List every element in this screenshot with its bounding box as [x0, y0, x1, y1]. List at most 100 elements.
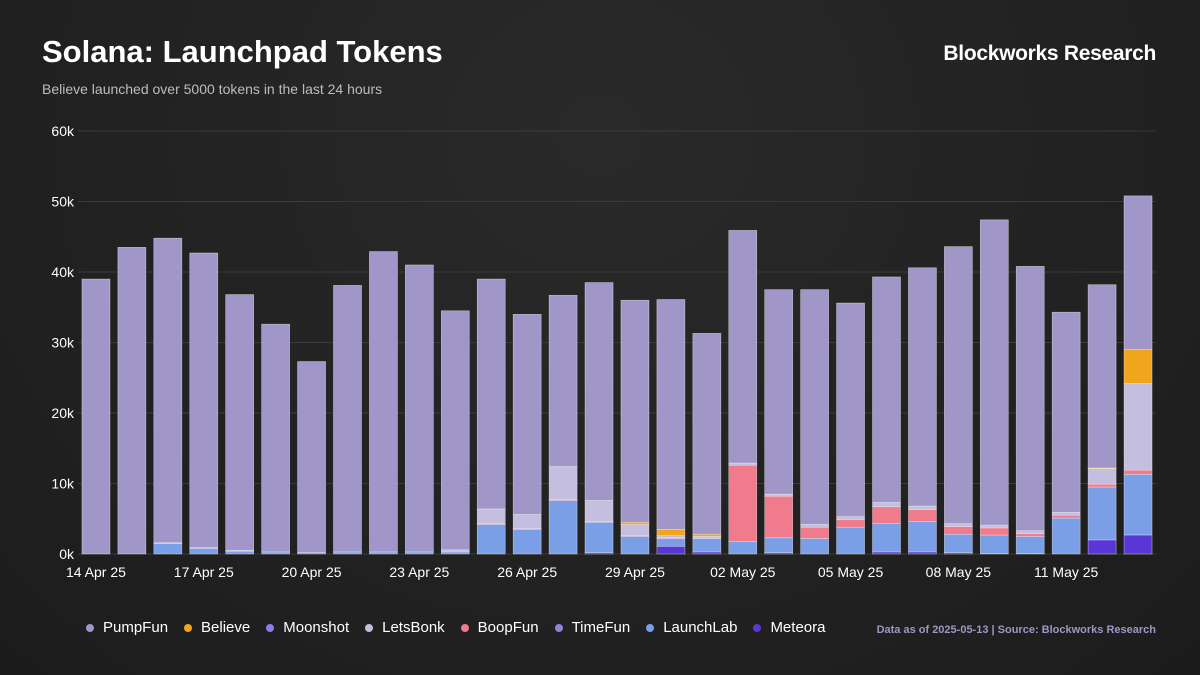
bar-segment-letsbonk	[1123, 383, 1153, 471]
bar-segment-letsbonk	[1015, 530, 1045, 534]
bar-segment-pumpfun	[189, 252, 219, 548]
bar-segment-letsbonk	[692, 536, 722, 539]
x-tick-label: 08 May 25	[926, 564, 992, 580]
bar-segment-launchlab	[800, 538, 829, 555]
bar-segment-pumpfun	[225, 294, 255, 551]
bar-segment-pumpfun	[1051, 311, 1081, 513]
legend-dot-icon	[646, 623, 655, 632]
y-tick-label: 0k	[59, 546, 75, 562]
legend-dot-icon	[753, 623, 762, 632]
bar-segment-believe	[620, 521, 650, 525]
bar-segment-pumpfun	[512, 313, 542, 515]
bar-segment-launchlab	[620, 536, 650, 555]
bar-segment-letsbonk	[979, 524, 1009, 529]
legend-item-letsbonk[interactable]: LetsBonk	[365, 619, 445, 636]
bar-segment-letsbonk	[656, 535, 686, 539]
bar-segment-letsbonk	[476, 508, 506, 524]
y-tick-label: 50k	[51, 194, 75, 210]
bar-segment-letsbonk	[620, 524, 650, 536]
bar-segment-pumpfun	[297, 361, 326, 553]
bar-segment-launchlab	[333, 551, 362, 555]
bar-segment-meteora	[908, 551, 937, 555]
legend-item-timefun[interactable]: TimeFun	[554, 619, 631, 636]
bar-segment-pumpfun	[800, 289, 829, 525]
bar-segment-pumpfun	[656, 299, 686, 530]
bar-segment-pumpfun	[836, 302, 865, 517]
bar-segment-launchlab	[872, 523, 901, 553]
bar-segment-launchlab	[476, 524, 506, 555]
legend-label: Meteora	[770, 619, 826, 636]
bar-segment-launchlab	[548, 500, 578, 555]
legend-item-boopfun[interactable]: BoopFun	[460, 619, 539, 636]
bar-segment-pumpfun	[153, 237, 183, 544]
legend-item-moonshot[interactable]: Moonshot	[266, 619, 349, 636]
chart-subtitle: Believe launched over 5000 tokens in the…	[42, 81, 383, 97]
x-tick-label: 11 May 25	[1034, 564, 1099, 580]
bar-segment-letsbonk	[512, 514, 542, 529]
bar-segment-pumpfun	[764, 289, 794, 495]
bar-segment-pumpfun	[944, 246, 973, 524]
bar-segment-boopfun	[944, 526, 973, 535]
bar-segment-pumpfun	[405, 264, 434, 553]
bar-segment-pumpfun	[584, 282, 614, 501]
x-tick-label: 29 Apr 25	[605, 564, 665, 580]
bar-segment-pumpfun	[620, 299, 650, 523]
bar-segment-launchlab	[1123, 474, 1153, 536]
source-note: Data as of 2025-05-13 | Source: Blockwor…	[876, 624, 1156, 636]
bar-segment-boopfun	[800, 526, 829, 539]
bar-segment-launchlab	[728, 541, 758, 555]
bar-segment-launchlab	[836, 526, 865, 555]
legend-dot-icon	[460, 623, 469, 632]
bar-segment-pumpfun	[1015, 266, 1045, 532]
bar-segment-launchlab	[692, 538, 722, 553]
legend-item-launchlab[interactable]: LaunchLab	[646, 619, 737, 636]
bar-segment-pumpfun	[1123, 195, 1153, 350]
legend-dot-icon	[266, 623, 275, 632]
legend-dot-icon	[365, 623, 374, 632]
bar-segment-boopfun	[908, 509, 937, 522]
bar-segment-pumpfun	[908, 267, 937, 507]
legend-dot-icon	[184, 623, 193, 632]
brand-logo-text: Blockworks Research	[943, 42, 1156, 65]
bar-segment-launchlab	[944, 533, 973, 553]
y-tick-label: 40k	[51, 264, 75, 280]
bar-segment-letsbonk	[1051, 512, 1081, 516]
bar-segment-boopfun	[979, 527, 1009, 536]
legend-dot-icon	[86, 623, 94, 632]
x-tick-label: 14 Apr 25	[66, 564, 126, 580]
x-tick-label: 17 Apr 25	[174, 564, 234, 580]
legend-label: PumpFun	[103, 619, 169, 636]
bar-segment-letsbonk	[944, 523, 973, 527]
bar-segment-letsbonk	[728, 462, 758, 466]
bar-segment-believe	[1123, 349, 1153, 384]
legend-label: LetsBonk	[382, 619, 445, 636]
bar-segment-letsbonk	[764, 493, 794, 497]
x-tick-label: 20 Apr 25	[282, 564, 342, 580]
legend-item-pumpfun[interactable]: PumpFun	[86, 619, 168, 636]
y-tick-label: 30k	[51, 335, 75, 351]
y-tick-label: 10k	[51, 476, 75, 492]
legend-label: Moonshot	[283, 619, 350, 636]
bar-segment-launchlab	[1015, 536, 1045, 554]
bar-segment-boopfun	[836, 519, 865, 528]
bar-segment-letsbonk	[908, 505, 937, 510]
bar-segment-boopfun	[1123, 469, 1153, 475]
x-tick-label: 26 Apr 25	[497, 564, 557, 580]
legend-label: TimeFun	[571, 619, 631, 636]
bar-segment-boopfun	[1051, 514, 1081, 519]
bar-segment-pumpfun	[440, 310, 470, 551]
bar-segment-launchlab	[979, 534, 1009, 554]
bar-segment-letsbonk	[440, 549, 470, 553]
bar-segment-launchlab	[1087, 486, 1117, 541]
bar-segment-believe	[656, 529, 686, 536]
bar-segment-letsbonk	[872, 502, 901, 508]
legend-item-believe[interactable]: Believe	[184, 619, 250, 636]
legend-item-meteora[interactable]: Meteora	[753, 619, 825, 636]
bar-segment-pumpfun	[548, 294, 578, 467]
bar-segment-launchlab	[764, 537, 794, 553]
y-tick-label: 20k	[51, 405, 75, 421]
x-tick-label: 05 May 25	[818, 564, 884, 580]
bar-segment-pumpfun	[1087, 284, 1117, 469]
bar-segment-meteora	[1123, 534, 1153, 555]
bar-segment-launchlab	[656, 538, 686, 547]
